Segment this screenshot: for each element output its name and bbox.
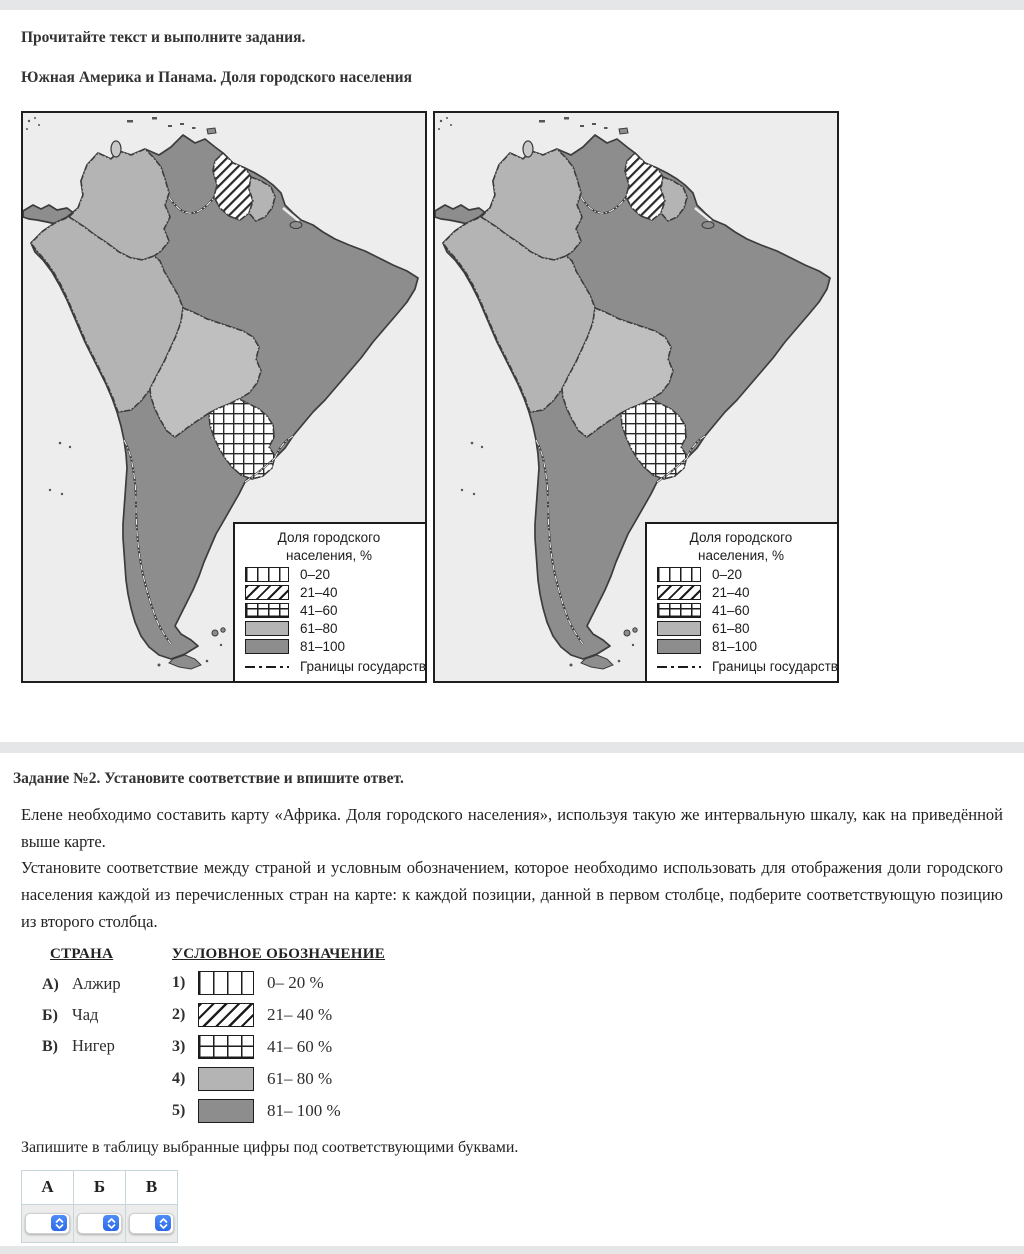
answer-select-row (21, 1203, 178, 1243)
south-america-map-right: Доля городского населения, % 0–20 21–40 … (433, 111, 839, 683)
maps-row: Доля городского населения, % 0–20 21–40 … (21, 111, 1003, 683)
symbol-number: 3) (172, 1037, 186, 1055)
symbol-row: 4) 61– 80 % (172, 1066, 385, 1091)
country-letter: Б) (42, 1006, 58, 1024)
light-gray-swatch (245, 621, 289, 636)
diagonal-hatch-swatch (245, 585, 289, 600)
legend-item: 21–40 (245, 585, 419, 600)
symbol-row: 2) 21– 40 % (172, 1002, 385, 1027)
country-letter: А) (42, 975, 59, 993)
country-name: Чад (72, 1004, 99, 1024)
answer-header-b: Б (73, 1169, 126, 1205)
country-letter: В) (42, 1037, 58, 1055)
vertical-lines-swatch (245, 567, 289, 582)
matching-block: СТРАНА А) Алжир Б) Чад В) Нигер УСЛОВНОЕ ОБ… (42, 946, 1003, 1123)
country-row: А) Алжир (42, 974, 154, 994)
vertical-lines-swatch (657, 567, 701, 582)
task-paragraph-1: Елене необходимо составить карту «Африка… (21, 805, 1003, 851)
answer-table: А Б В (21, 1169, 178, 1243)
symbol-label: 0– 20 % (267, 972, 324, 992)
light-gray-swatch (198, 1066, 254, 1091)
legend-item: 61–80 (657, 621, 831, 636)
legend-item: 0–20 (657, 567, 831, 582)
answer-select-a[interactable] (25, 1212, 70, 1234)
dash-dot-line-icon (245, 666, 289, 668)
select-stepper-icon (155, 1215, 171, 1232)
legend-item: 61–80 (245, 621, 419, 636)
country-name: Нигер (72, 1035, 115, 1055)
task-paragraph-2: Установите соответствие между страной и … (21, 858, 1003, 931)
top-gray-bar (0, 0, 1024, 10)
legend-title-line1: Доля городского (689, 530, 793, 546)
legend-title-line1: Доля городского (277, 530, 381, 546)
symbol-number: 2) (172, 1005, 186, 1023)
legend-item: 81–100 (245, 639, 419, 654)
task-text: Елене необходимо составить карту «Африка… (21, 802, 1003, 936)
symbol-row: 5) 81– 100 % (172, 1098, 385, 1123)
select-stepper-icon (103, 1215, 119, 1232)
read-text-instruction: Прочитайте текст и выполните задания. (21, 29, 306, 46)
legend-item-borders: Границы государств (657, 659, 838, 674)
legend-item-borders: Границы государств (245, 659, 426, 674)
legend-title-line2: населения, % (286, 547, 372, 563)
symbol-row: 3) 41– 60 % (172, 1034, 385, 1059)
legend-item: 81–100 (657, 639, 831, 654)
map-legend-left: Доля городского населения, % 0–20 21–40 … (233, 522, 427, 683)
legend-item: 41–60 (657, 603, 831, 618)
write-answer-instruction: Запишите в таблицу выбранные цифры под с… (21, 1138, 519, 1156)
symbol-label: 41– 60 % (267, 1036, 333, 1056)
symbol-number: 5) (172, 1101, 186, 1119)
symbol-number: 1) (172, 973, 186, 991)
task-heading: Задание №2. Установите соответствие и вп… (13, 770, 404, 787)
symbol-label: 21– 40 % (267, 1004, 333, 1024)
legend-item: 21–40 (657, 585, 831, 600)
light-gray-swatch (657, 621, 701, 636)
country-column-header: СТРАНА (50, 945, 114, 962)
country-column: СТРАНА А) Алжир Б) Чад В) Нигер (42, 946, 154, 1123)
vertical-lines-swatch (198, 970, 254, 995)
map-legend-right: Доля городского населения, % 0–20 21–40 … (645, 522, 839, 683)
grid-hatch-swatch (245, 603, 289, 618)
south-america-map-left: Доля городского населения, % 0–20 21–40 … (21, 111, 427, 683)
answer-header-a: А (21, 1169, 74, 1205)
legend-item: 0–20 (245, 567, 419, 582)
map-title: Южная Америка и Панама. Доля городского … (21, 69, 412, 86)
legend-item: 41–60 (245, 603, 419, 618)
grid-hatch-swatch (657, 603, 701, 618)
symbol-label: 81– 100 % (267, 1100, 341, 1120)
dark-gray-swatch (657, 639, 701, 654)
answer-select-v[interactable] (129, 1212, 174, 1234)
diagonal-hatch-swatch (657, 585, 701, 600)
country-name: Алжир (72, 973, 121, 993)
diagonal-hatch-swatch (198, 1002, 254, 1027)
dark-gray-swatch (198, 1098, 254, 1123)
symbol-label: 61– 80 % (267, 1068, 333, 1088)
symbol-column-header: УСЛОВНОЕ ОБОЗНАЧЕНИЕ (172, 945, 386, 962)
answer-select-b[interactable] (77, 1212, 122, 1234)
legend-title-line2: населения, % (698, 547, 784, 563)
symbol-column: УСЛОВНОЕ ОБОЗНАЧЕНИЕ 1) 0– 20 % 2) 21– 40 … (172, 946, 385, 1123)
grid-hatch-swatch (198, 1034, 254, 1059)
dash-dot-line-icon (657, 666, 701, 668)
section-divider (0, 742, 1024, 753)
bottom-gray-bar (0, 1246, 1024, 1254)
country-row: Б) Чад (42, 1005, 154, 1025)
symbol-row: 1) 0– 20 % (172, 970, 385, 995)
answer-header-v: В (125, 1169, 178, 1205)
dark-gray-swatch (245, 639, 289, 654)
country-row: В) Нигер (42, 1036, 154, 1056)
symbol-number: 4) (172, 1069, 186, 1087)
answer-header-row: А Б В (21, 1169, 178, 1205)
select-stepper-icon (51, 1215, 67, 1232)
